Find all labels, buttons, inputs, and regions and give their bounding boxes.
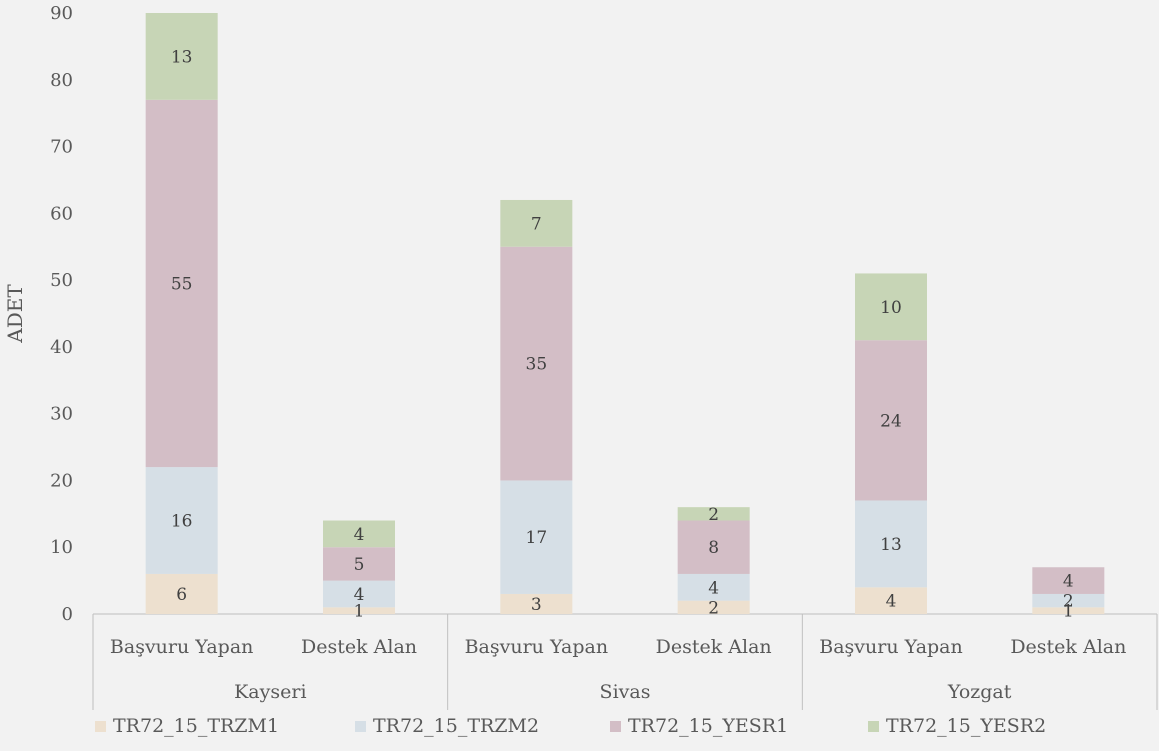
bar-segment	[500, 199, 573, 247]
data-label: 13	[171, 47, 193, 67]
group-label: Kayseri	[234, 681, 306, 703]
data-label: 10	[880, 298, 902, 318]
bar-segment	[855, 340, 927, 501]
bar-segment	[855, 273, 927, 341]
bar-segment	[323, 580, 395, 608]
y-tick-label: 60	[50, 203, 73, 224]
data-label: 7	[531, 214, 542, 234]
data-label: 4	[354, 585, 365, 605]
y-tick-label: 0	[62, 604, 73, 625]
x-tick-label: Başvuru Yapan	[819, 636, 963, 658]
x-tick-label: Başvuru Yapan	[110, 636, 254, 658]
y-tick-label: 70	[50, 137, 73, 158]
bar-segment	[677, 573, 750, 601]
data-label: 16	[171, 512, 193, 532]
bar-segment	[500, 480, 573, 594]
bar-segment	[323, 520, 395, 548]
legend-swatch	[355, 721, 366, 732]
x-tick-label: Destek Alan	[301, 636, 417, 658]
bar-segment	[500, 246, 573, 481]
y-tick-label: 20	[50, 470, 73, 491]
axes: 0 10 20 30 40 50 60 70 80 90 ADET Başvuru Yapan Dest…	[3, 3, 1158, 710]
bars	[145, 13, 1105, 614]
y-tick-label: 40	[50, 337, 73, 358]
data-label: 2	[708, 505, 719, 525]
data-label: 6	[176, 585, 187, 605]
legend-swatch	[610, 721, 621, 732]
data-label: 4	[1063, 572, 1074, 592]
data-label: 8	[708, 538, 719, 558]
x-tick-label: Destek Alan	[1010, 636, 1126, 658]
y-tick-label: 30	[50, 404, 73, 425]
legend-swatch	[95, 721, 106, 732]
data-label: 2	[708, 598, 719, 618]
legend-swatch	[868, 721, 879, 732]
data-label: 4	[886, 592, 897, 612]
legend-label: TR72_15_TRZM2	[373, 715, 539, 737]
bar-segment	[323, 607, 395, 614]
data-label: 1	[354, 602, 365, 622]
bar-segment	[677, 600, 750, 614]
data-label: 4	[354, 525, 365, 545]
bar-segment	[145, 467, 218, 574]
data-label: 4	[708, 578, 719, 598]
bar-segment	[1032, 567, 1105, 594]
bar-segment	[145, 99, 218, 468]
legend-label: TR72_15_YESR1	[628, 715, 788, 737]
y-tick-label: 90	[50, 3, 73, 24]
y-tick-label: 10	[50, 537, 73, 558]
x-tick-label: Destek Alan	[656, 636, 772, 658]
bar-segment	[855, 587, 927, 614]
bar-segment	[677, 520, 750, 574]
data-label: 35	[526, 355, 548, 375]
bar-segment	[145, 13, 218, 100]
x-tick-label: Başvuru Yapan	[465, 636, 609, 658]
bar-segment	[500, 593, 573, 614]
legend: TR72_15_TRZM1 TR72_15_TRZM2 TR72_15_YESR1 T…	[95, 715, 1046, 737]
y-tick-label: 80	[50, 70, 73, 91]
y-tick-label: 50	[50, 270, 73, 291]
data-label: 55	[171, 274, 193, 294]
group-label: Yozgat	[947, 681, 1012, 703]
data-label: 17	[526, 528, 548, 548]
data-label: 3	[531, 595, 542, 615]
bar-segment	[1032, 593, 1105, 608]
data-label: 13	[880, 535, 902, 555]
bar-segment	[323, 547, 395, 581]
group-label: Sivas	[600, 681, 651, 703]
data-label: 2	[1063, 592, 1074, 612]
data-label: 24	[880, 411, 902, 431]
legend-label: TR72_15_TRZM1	[113, 715, 279, 737]
data-label: 5	[354, 555, 365, 575]
y-axis-title: ADET	[3, 284, 27, 344]
legend-label: TR72_15_YESR2	[886, 715, 1046, 737]
data-label: 1	[1063, 602, 1074, 622]
bar-segment	[1032, 607, 1105, 614]
bar-segment	[677, 507, 750, 521]
bar-segment	[855, 500, 927, 588]
bar-segment	[145, 573, 218, 614]
